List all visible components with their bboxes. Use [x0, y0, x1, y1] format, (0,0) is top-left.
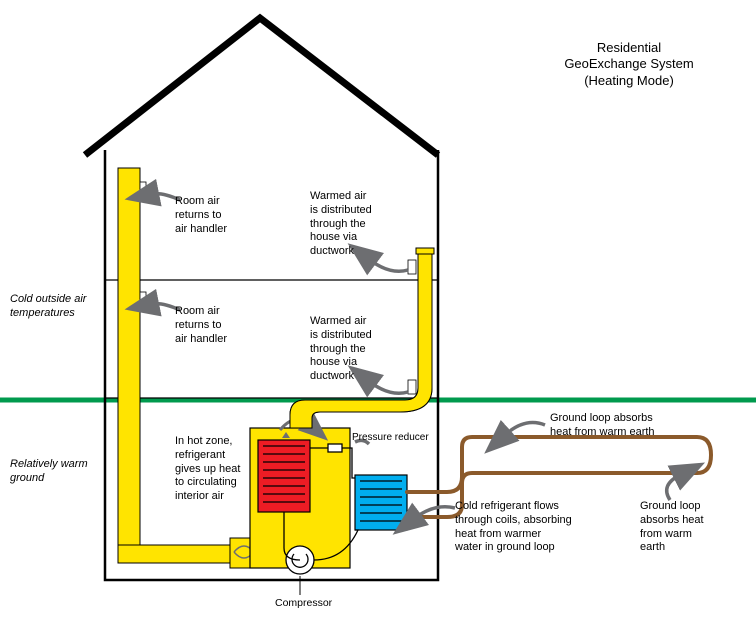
warmed-air-label-1: Warmed airis distributedthrough thehouse… [310, 190, 372, 259]
pressure-reducer-label: Pressure reducer [352, 432, 429, 445]
ground-loop-label-1: Ground loop absorbsheat from warm earth [550, 412, 655, 440]
cold-outside-label: Cold outside airtemperatures [10, 293, 86, 321]
title-line-3: (Heating Mode) [584, 73, 674, 88]
hot-coil [258, 432, 310, 512]
house-roof [85, 18, 438, 155]
hot-zone-label: In hot zone,refrigerantgives up heatto c… [175, 435, 240, 504]
cold-refrigerant-label: Cold refrigerant flowsthrough coils, abs… [455, 500, 572, 555]
compressor-label: Compressor [275, 597, 332, 610]
title-line-1: Residential [597, 40, 661, 55]
diagram-title: Residential GeoExchange System (Heating … [554, 40, 704, 89]
ground-loop-label-2: Ground loopabsorbs heatfrom warmearth [640, 500, 704, 555]
title-line-2: GeoExchange System [564, 56, 693, 71]
room-air-label-2: Room airreturns toair handler [175, 305, 227, 346]
room-air-label-1: Room airreturns toair handler [175, 195, 227, 236]
warmed-air-label-2: Warmed airis distributedthrough thehouse… [310, 315, 372, 384]
cold-coil [355, 475, 407, 530]
warm-ground-label: Relatively warmground [10, 458, 88, 486]
